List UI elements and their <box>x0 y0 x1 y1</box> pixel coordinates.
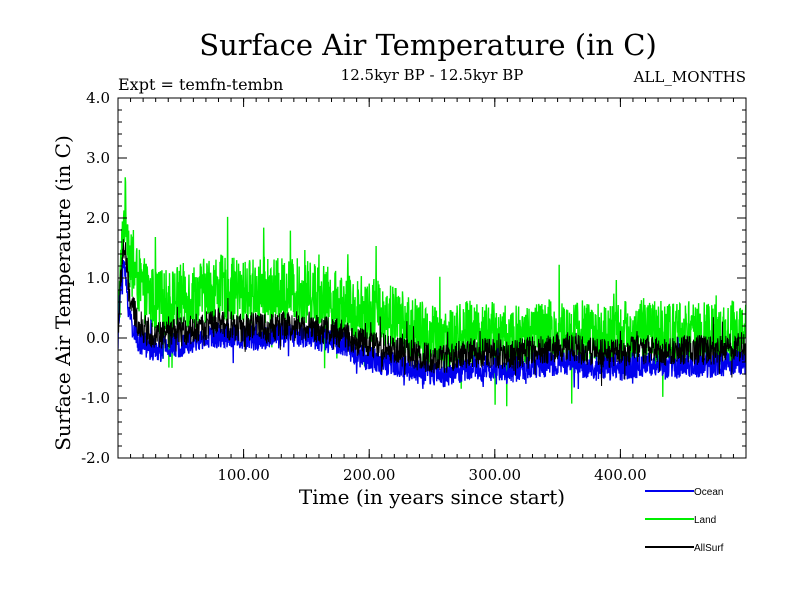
chart-subtitle-right: ALL_MONTHS <box>633 68 746 86</box>
series-line-ocean <box>118 259 746 390</box>
chart-subtitle-center: 12.5kyr BP - 12.5kyr BP <box>341 66 524 84</box>
plot-frame <box>117 97 747 459</box>
legend: Ocean Land AllSurf <box>645 487 724 554</box>
x-tick-label: 100.00 <box>217 466 270 484</box>
y-tick-label: 0.0 <box>86 329 110 347</box>
y-tick-label: 3.0 <box>86 149 110 167</box>
chart-title: Surface Air Temperature (in C) <box>199 28 657 62</box>
legend-label-allsurf: AllSurf <box>694 543 724 554</box>
y-tick-label: 2.0 <box>86 209 110 227</box>
series-layer <box>118 177 746 407</box>
x-axis: 100.00 200.00 300.00 400.00 <box>117 98 747 484</box>
y-axis: 4.0 3.0 2.0 1.0 0.0 -1.0 -2.0 <box>81 89 746 467</box>
legend-label-land: Land <box>694 515 716 526</box>
y-tick-label: -2.0 <box>81 449 110 467</box>
y-axis-label: Surface Air Temperature (in C) <box>51 135 75 451</box>
chart-subtitle-left: Expt = temfn-tembn <box>118 75 283 94</box>
y-tick-label: -1.0 <box>81 389 110 407</box>
x-tick-label: 400.00 <box>594 466 647 484</box>
y-tick-label: 1.0 <box>86 269 110 287</box>
series-line-allsurf <box>118 239 746 386</box>
y-tick-label: 4.0 <box>86 89 110 107</box>
x-tick-label: 300.00 <box>469 466 522 484</box>
legend-label-ocean: Ocean <box>694 487 723 498</box>
plot-area <box>117 97 747 459</box>
series-line-land <box>118 177 746 407</box>
x-axis-label: Time (in years since start) <box>299 485 565 509</box>
x-tick-label: 200.00 <box>343 466 396 484</box>
